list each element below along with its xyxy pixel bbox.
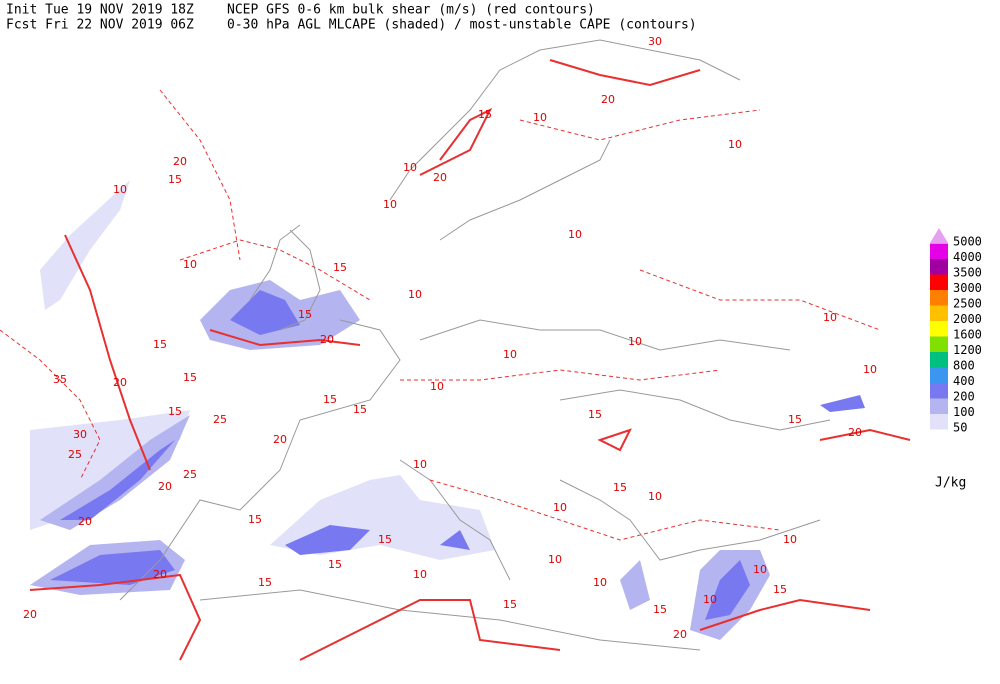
- legend-label: 800: [953, 359, 975, 373]
- legend-swatch: [930, 259, 948, 275]
- contour-label: 15: [788, 413, 802, 426]
- contour-label: 10: [413, 458, 427, 471]
- forecast-time: Fcst Fri 22 NOV 2019 06Z: [6, 18, 194, 33]
- contour-label: 10: [548, 553, 562, 566]
- legend-label: 50: [953, 421, 967, 435]
- title-line2: 0-30 hPa AGL MLCAPE (shaded) / most-unst…: [227, 18, 697, 33]
- legend-label: 400: [953, 374, 975, 388]
- legend-label: 3000: [953, 281, 982, 295]
- contour-label: 15: [478, 108, 492, 121]
- legend-swatch: [930, 383, 948, 399]
- legend-label: 5000: [953, 235, 982, 249]
- contour-label: 15: [323, 393, 337, 406]
- contour-label: 10: [648, 490, 662, 503]
- contour-label: 10: [383, 198, 397, 211]
- contour-label: 10: [533, 111, 547, 124]
- coastlines: [119, 39, 831, 651]
- legend-label: 1200: [953, 343, 982, 357]
- contour-label: 20: [848, 426, 862, 439]
- legend-swatch: [930, 228, 948, 243]
- contour-label: 15: [773, 583, 787, 596]
- legend-swatch: [930, 336, 948, 352]
- cape-shading: [30, 180, 865, 640]
- legend-label: 2500: [953, 297, 982, 311]
- title-line1: NCEP GFS 0-6 km bulk shear (m/s) (red co…: [227, 3, 595, 18]
- contour-label: 25: [68, 448, 82, 461]
- contour-label: 10: [703, 593, 717, 606]
- contour-label: 20: [601, 93, 615, 106]
- legend-unit: J/kg: [935, 476, 966, 491]
- shear-contours: [0, 59, 911, 661]
- legend-swatch: [930, 274, 948, 290]
- contour-label: 15: [333, 261, 347, 274]
- contour-label: 15: [298, 308, 312, 321]
- legend-swatch: [930, 367, 948, 383]
- contour-label: 10: [823, 311, 837, 324]
- legend-label: 100: [953, 405, 975, 419]
- init-time: Init Tue 19 NOV 2019 18Z: [6, 3, 194, 18]
- contour-label: 15: [168, 405, 182, 418]
- legend-swatch: [930, 243, 948, 259]
- legend-label: 3500: [953, 266, 982, 280]
- legend-swatch: [930, 321, 948, 337]
- contour-label: 10: [628, 335, 642, 348]
- contour-label: 10: [783, 533, 797, 546]
- contour-label: 15: [153, 338, 167, 351]
- contour-label: 20: [173, 155, 187, 168]
- contour-label: 10: [413, 568, 427, 581]
- contour-label: 10: [728, 138, 742, 151]
- contour-label: 20: [433, 171, 447, 184]
- legend-swatch: [930, 305, 948, 321]
- contour-label: 15: [168, 173, 182, 186]
- contour-label: 10: [430, 380, 444, 393]
- contour-label: 15: [183, 371, 197, 384]
- contour-label: 20: [158, 480, 172, 493]
- contour-label: 10: [403, 161, 417, 174]
- contour-label: 10: [408, 288, 422, 301]
- legend-swatch: [930, 414, 948, 430]
- contour-label: 20: [23, 608, 37, 621]
- legend-swatch: [930, 398, 948, 414]
- contour-label: 10: [113, 183, 127, 196]
- contour-label: 10: [553, 501, 567, 514]
- contour-label: 25: [183, 468, 197, 481]
- contour-label: 20: [113, 376, 127, 389]
- contour-label: 20: [273, 433, 287, 446]
- contour-label: 30: [73, 428, 87, 441]
- contour-label: 15: [613, 481, 627, 494]
- contour-label: 10: [568, 228, 582, 241]
- legend-label: 200: [953, 390, 975, 404]
- contour-label: 30: [648, 35, 662, 48]
- contour-label: 15: [653, 603, 667, 616]
- contour-label: 20: [673, 628, 687, 641]
- legend-swatch: [930, 290, 948, 306]
- contour-label: 20: [320, 333, 334, 346]
- contour-label: 15: [378, 533, 392, 546]
- contour-label: 10: [863, 363, 877, 376]
- header: Init Tue 19 NOV 2019 18Z NCEP GFS 0-6 km…: [6, 3, 966, 491]
- contour-label: 25: [213, 413, 227, 426]
- contour-label: 15: [353, 403, 367, 416]
- contour-label: 15: [248, 513, 262, 526]
- contour-label: 10: [593, 576, 607, 589]
- contour-label: 15: [328, 558, 342, 571]
- contour-label: 10: [183, 258, 197, 271]
- contour-label: 20: [78, 515, 92, 528]
- legend-label: 2000: [953, 312, 982, 326]
- contour-label: 35: [53, 373, 67, 386]
- legend-label: 4000: [953, 250, 982, 264]
- legend-swatch: [930, 352, 948, 368]
- contour-label: 10: [753, 563, 767, 576]
- legend-label: 1600: [953, 328, 982, 342]
- contour-label: 15: [258, 576, 272, 589]
- contour-label: 10: [503, 348, 517, 361]
- contour-label: 15: [503, 598, 517, 611]
- contour-label: 20: [153, 568, 167, 581]
- contour-label: 15: [588, 408, 602, 421]
